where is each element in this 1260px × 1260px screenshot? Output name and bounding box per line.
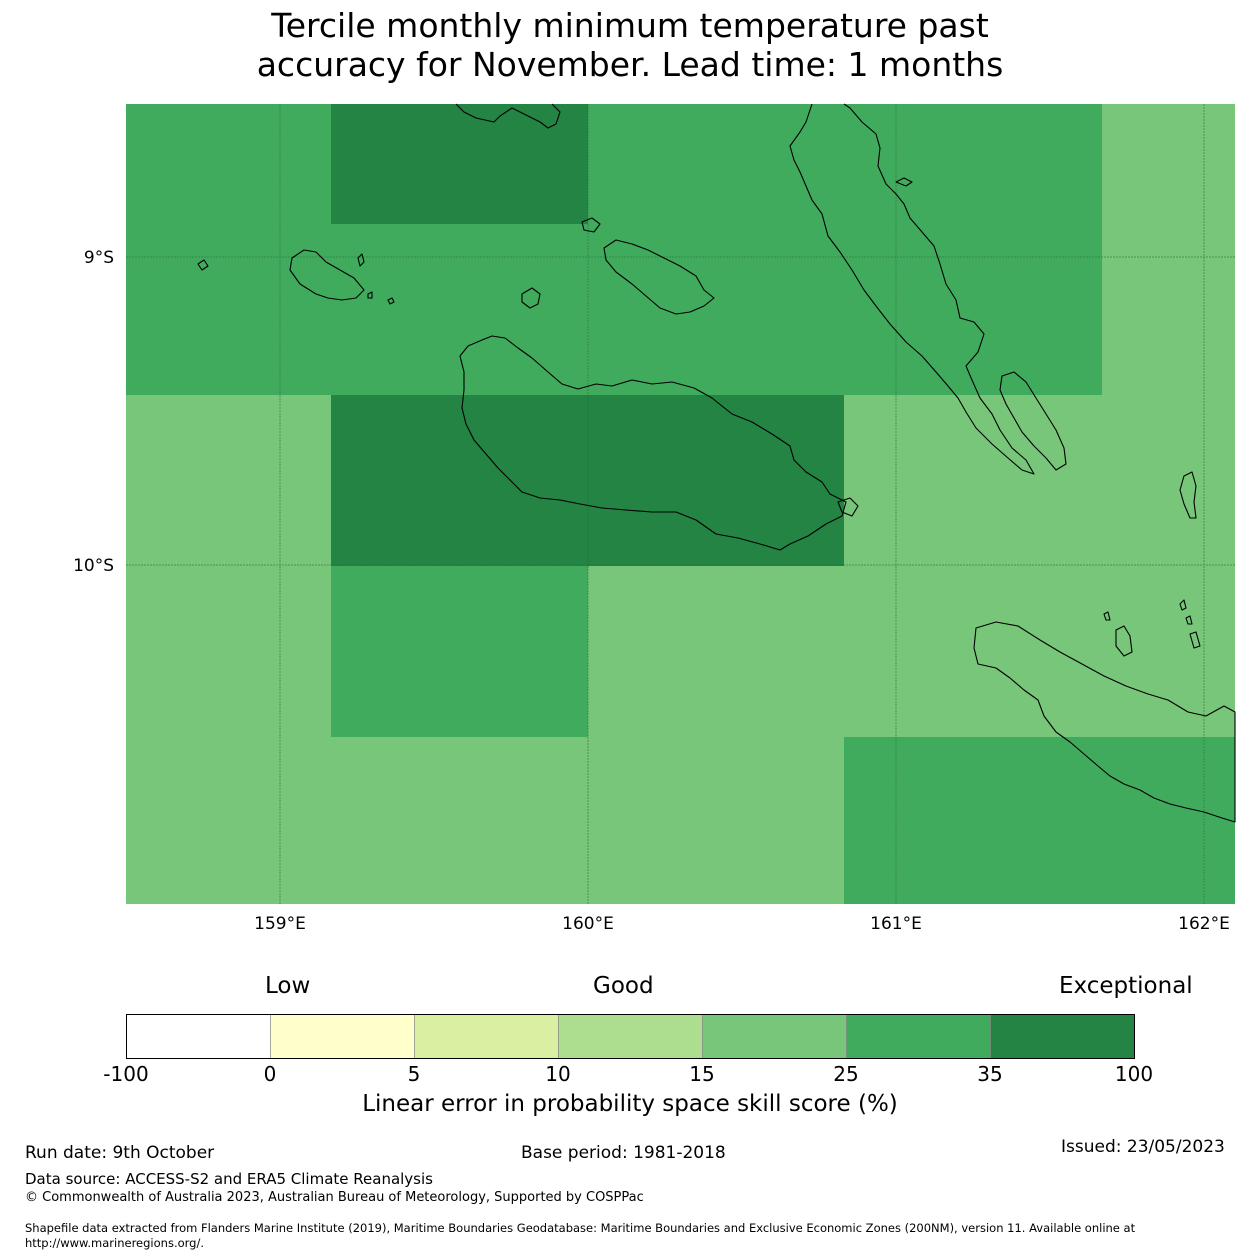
shapefile-credit: Shapefile data extracted from Flanders M… [25, 1221, 1136, 1235]
coastline-islet [1103, 611, 1111, 621]
colorbar-segments [126, 1014, 1135, 1059]
colorbar-segment [558, 1014, 703, 1059]
lat-label: 10°S [73, 556, 114, 576]
grid-cell [331, 104, 588, 224]
coastline-ulawa [1179, 471, 1197, 519]
colorbar-label: Linear error in probability space skill … [362, 1091, 898, 1117]
coastline-islet [1189, 631, 1201, 649]
issued-date: Issued: 23/05/2023 [1061, 1137, 1225, 1157]
coastline-islet [1185, 615, 1193, 625]
skill-grid [126, 104, 1235, 904]
lon-label: 161°E [870, 914, 922, 934]
grid-cell [126, 104, 331, 395]
colorbar-tick: 5 [407, 1062, 421, 1086]
lon-label: 160°E [562, 914, 614, 934]
colorbar-tick: 35 [977, 1062, 1003, 1086]
lat-axis-labels: 9°S 10°S [73, 248, 114, 576]
grid-cell [844, 737, 1235, 904]
coastline-russell [289, 249, 365, 301]
grid-cell [331, 566, 588, 737]
grid-cell [1102, 104, 1235, 395]
colorbar-tick: 10 [545, 1062, 571, 1086]
graticule [126, 104, 1235, 904]
shapefile-url: http://www.marineregions.org/. [25, 1236, 204, 1250]
coastline-islet [837, 497, 859, 517]
coastline-islet [387, 297, 395, 305]
colorbar-segment [702, 1014, 847, 1059]
colorbar-segment [126, 1014, 271, 1059]
grid-cell [331, 224, 588, 395]
copyright: © Commonwealth of Australia 2023, Austra… [25, 1190, 644, 1205]
skill-map: 9°S 10°S 159°E 160°E 161°E 162°E [73, 103, 1236, 934]
grid-cell [588, 104, 1102, 395]
title-line-2: accuracy for November. Lead time: 1 mont… [256, 45, 1004, 84]
data-source: Data source: ACCESS-S2 and ERA5 Climate … [25, 1170, 433, 1188]
colorbar-tick: -100 [103, 1062, 149, 1086]
lat-label: 9°S [84, 248, 114, 268]
colorbar-segment [414, 1014, 559, 1059]
grid-cell [126, 737, 844, 904]
colorbar-tick: 100 [1114, 1062, 1154, 1086]
coastline-islet [895, 177, 913, 187]
coastline-islet [1115, 625, 1133, 657]
lon-label: 162°E [1178, 914, 1230, 934]
coastline-small-malaita [999, 371, 1067, 471]
legend-category-exceptional: Exceptional [1059, 973, 1193, 999]
legend-category-good: Good [593, 973, 654, 999]
colorbar-segment [990, 1014, 1135, 1059]
legend-category-low: Low [265, 973, 311, 999]
base-period: Base period: 1981-2018 [521, 1143, 726, 1163]
coastline-islet [1179, 599, 1187, 611]
colorbar-tick: 0 [263, 1062, 277, 1086]
colorbar-tick: 15 [689, 1062, 715, 1086]
colorbar-segment [846, 1014, 991, 1059]
coastline-malaita [789, 103, 1035, 475]
coastline-islet [581, 217, 601, 233]
grid-cell [126, 395, 331, 737]
colorbar-tick: 25 [833, 1062, 859, 1086]
colorbar-outline [126, 1014, 1135, 1059]
lon-axis-labels: 159°E 160°E 161°E 162°E [254, 914, 1230, 934]
grid-cell [844, 395, 1235, 737]
coastline-islet [197, 259, 209, 271]
coastline-guadalcanal [459, 335, 847, 551]
grid-cell [588, 566, 844, 737]
coastline-savo [521, 287, 541, 309]
colorbar [126, 1014, 1135, 1059]
coastline-makira [973, 621, 1236, 823]
colorbar-segment [270, 1014, 415, 1059]
coastline-islet [357, 253, 365, 267]
coastline-nggela [603, 239, 715, 315]
chart-title: Tercile monthly minimum temperature past… [0, 6, 1260, 84]
coastline-islet [367, 291, 373, 299]
title-line-1: Tercile monthly minimum temperature past [271, 6, 989, 45]
lon-label: 159°E [254, 914, 306, 934]
coastlines [197, 103, 1236, 823]
run-date: Run date: 9th October [25, 1143, 215, 1163]
coastline-north [455, 103, 561, 129]
